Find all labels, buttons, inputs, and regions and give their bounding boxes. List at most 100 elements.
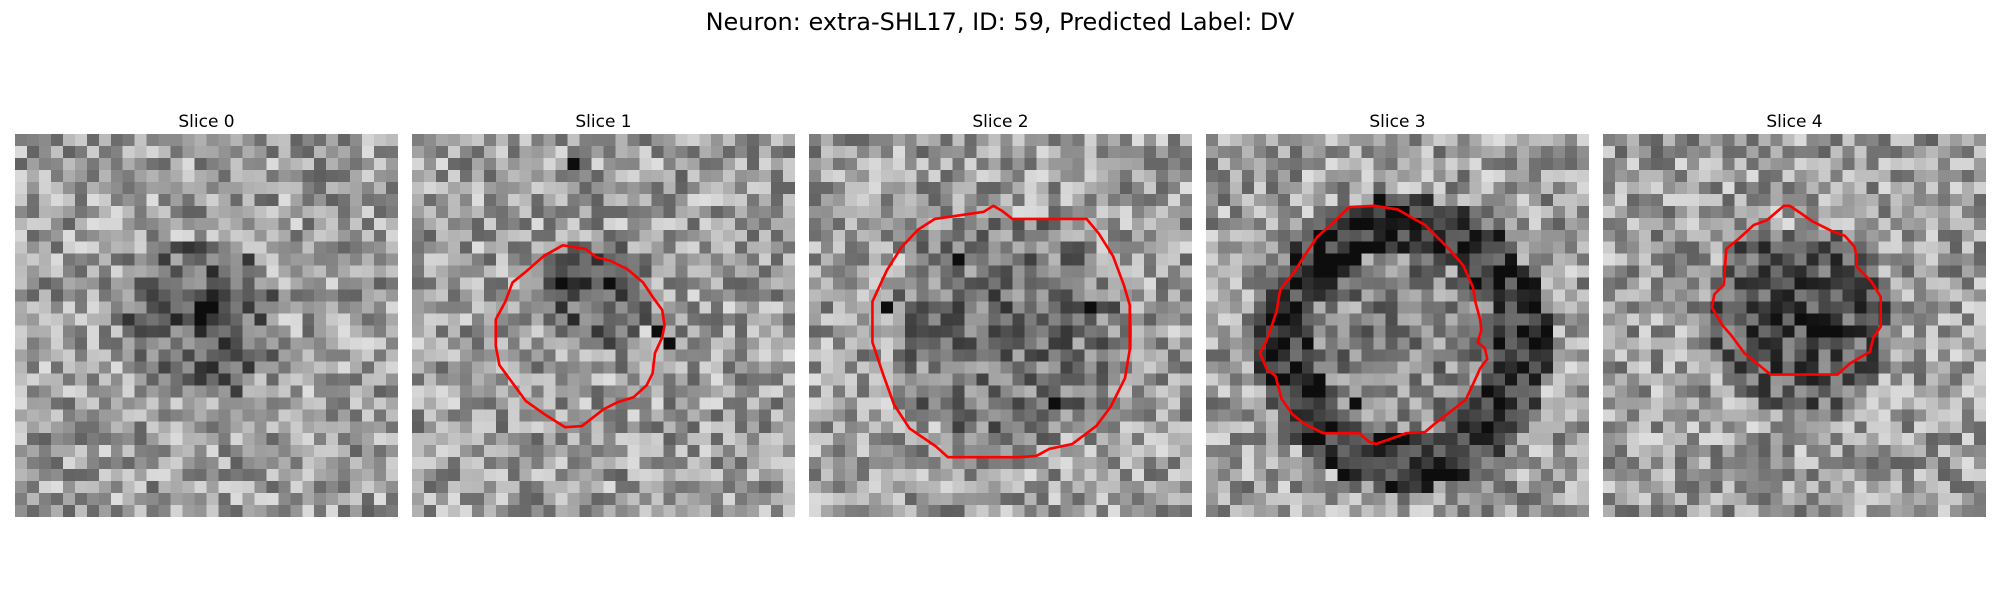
pixel xyxy=(423,145,437,159)
pixel xyxy=(771,361,784,374)
pixel xyxy=(1421,373,1434,386)
pixel xyxy=(555,253,568,266)
pixel xyxy=(1734,421,1747,434)
pixel xyxy=(1758,205,1771,219)
pixel xyxy=(1060,421,1073,434)
pixel xyxy=(194,433,207,446)
pixel xyxy=(1265,229,1279,242)
pixel xyxy=(266,349,279,362)
pixel xyxy=(50,145,64,159)
pixel xyxy=(1674,253,1688,266)
slice-image-3 xyxy=(1206,134,1589,517)
pixel xyxy=(1854,409,1867,422)
pixel xyxy=(555,469,568,482)
pixel xyxy=(1000,445,1013,458)
pixel xyxy=(1217,397,1231,410)
pixel xyxy=(471,469,485,482)
pixel xyxy=(1626,265,1640,278)
pixel xyxy=(158,493,171,506)
pixel xyxy=(591,217,604,230)
pixel xyxy=(856,397,870,410)
pixel xyxy=(206,241,219,254)
pixel xyxy=(278,505,291,517)
pixel xyxy=(519,373,532,386)
pixel xyxy=(471,253,485,266)
pixel xyxy=(423,157,437,171)
pixel xyxy=(1373,505,1386,517)
pixel xyxy=(134,301,147,314)
pixel xyxy=(555,373,568,386)
pixel xyxy=(278,313,291,326)
pixel xyxy=(759,193,772,207)
pixel xyxy=(86,433,100,446)
pixel xyxy=(1421,193,1434,207)
pixel xyxy=(122,385,135,398)
pixel xyxy=(1000,385,1013,398)
pixel xyxy=(1024,205,1037,219)
pixel xyxy=(1000,169,1013,183)
pixel xyxy=(1758,325,1771,338)
pixel xyxy=(555,277,568,290)
pixel xyxy=(1746,373,1759,386)
pixel xyxy=(1806,181,1819,195)
pixel xyxy=(1385,421,1398,434)
pixel xyxy=(1505,229,1518,242)
pixel xyxy=(1217,373,1231,386)
pixel xyxy=(86,409,100,422)
pixel xyxy=(98,457,111,470)
pixel xyxy=(1409,481,1422,494)
pixel xyxy=(326,433,339,446)
pixel xyxy=(699,205,712,219)
pixel xyxy=(747,385,760,398)
pixel xyxy=(687,361,700,374)
pixel xyxy=(182,157,195,171)
pixel xyxy=(1890,313,1903,326)
pixel xyxy=(1217,169,1231,183)
pixel xyxy=(1072,373,1085,386)
pixel xyxy=(1626,181,1640,195)
pixel xyxy=(1481,397,1494,410)
pixel xyxy=(1036,481,1049,494)
pixel xyxy=(1517,157,1530,171)
pixel xyxy=(952,229,965,242)
pixel xyxy=(1217,193,1231,207)
pixel xyxy=(1012,337,1025,350)
pixel xyxy=(543,313,556,326)
pixel xyxy=(904,193,917,207)
pixel xyxy=(1854,373,1867,386)
pixel xyxy=(1505,493,1518,506)
pixel xyxy=(1902,349,1915,362)
pixel xyxy=(1830,157,1843,171)
pixel xyxy=(820,373,834,386)
pixel xyxy=(531,361,544,374)
pixel xyxy=(1096,493,1109,506)
pixel xyxy=(182,169,195,183)
pixel xyxy=(820,265,834,278)
pixel xyxy=(1806,157,1819,171)
pixel xyxy=(711,433,724,446)
pixel xyxy=(1325,193,1338,207)
pixel xyxy=(74,373,88,386)
pixel xyxy=(302,361,315,374)
pixel xyxy=(1481,134,1494,147)
pixel xyxy=(507,493,520,506)
pixel xyxy=(1650,253,1664,266)
pixel xyxy=(26,493,40,506)
pixel xyxy=(266,205,279,219)
pixel xyxy=(1926,349,1939,362)
pixel xyxy=(904,301,917,314)
pixel xyxy=(1301,229,1314,242)
pixel xyxy=(1229,457,1243,470)
pixel xyxy=(1253,145,1267,159)
pixel xyxy=(242,289,255,302)
pixel xyxy=(1072,193,1085,207)
pixel xyxy=(1156,493,1169,506)
pixel xyxy=(134,217,147,230)
pixel xyxy=(1084,169,1097,183)
pixel xyxy=(1048,397,1061,410)
pixel xyxy=(809,325,822,338)
pixel xyxy=(386,145,398,159)
pixel xyxy=(543,301,556,314)
pixel xyxy=(50,217,64,230)
pixel xyxy=(1036,385,1049,398)
